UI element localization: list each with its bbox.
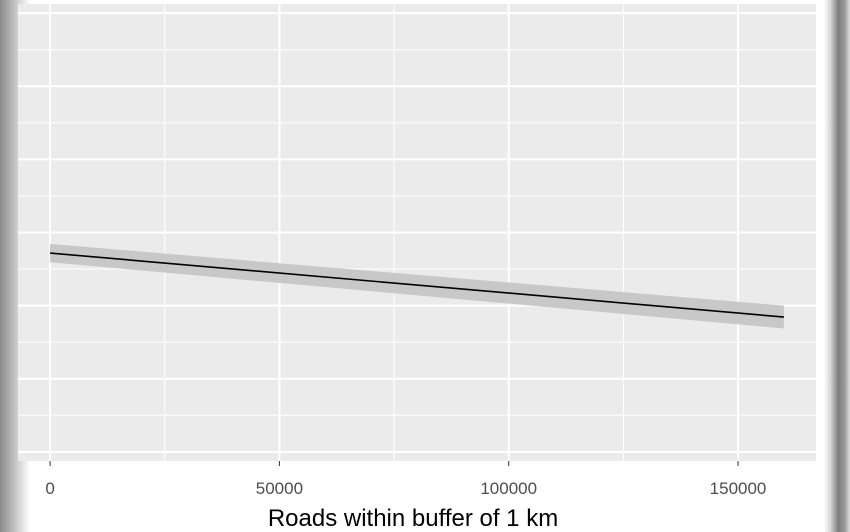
x-tick-label: 100000 <box>480 479 537 498</box>
right-scrollbar-edge[interactable] <box>824 0 850 532</box>
x-tick-label: 150000 <box>710 479 767 498</box>
regression-line <box>50 252 784 318</box>
x-axis-ticks <box>49 461 739 466</box>
x-tick-label: 50000 <box>256 479 303 498</box>
grid-minor <box>18 4 816 461</box>
confidence-band <box>50 243 784 329</box>
x-axis-tick-labels: 0 50000 100000 150000 <box>45 479 766 498</box>
x-axis-title: Roads within buffer of 1 km <box>268 505 558 532</box>
x-tick-label: 0 <box>45 479 54 498</box>
